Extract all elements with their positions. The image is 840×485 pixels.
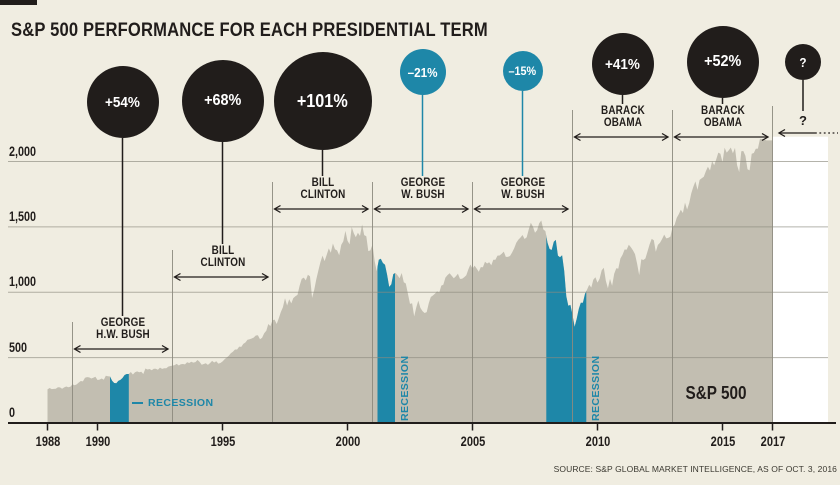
recession-band: [546, 236, 587, 423]
president-term-label: BARACK OBAMA: [700, 105, 745, 129]
x-axis-label: 2017: [760, 433, 785, 449]
x-axis-label: 1995: [210, 433, 235, 449]
president-term-label-line: H.W. BUSH: [95, 328, 150, 341]
president-term-label: BILL CLINTON: [200, 245, 245, 269]
president-term-label: BILL CLINTON: [300, 177, 345, 201]
return-bubble: +101%: [273, 52, 372, 150]
recession-legend-label: RECESSION: [148, 397, 214, 409]
president-term-label: GEORGE W. BUSH: [400, 177, 445, 201]
president-term-label: BARACK OBAMA: [600, 105, 645, 129]
term-span-arrow: [673, 132, 770, 142]
term-span-arrow: [373, 204, 470, 214]
return-value: –21%: [407, 64, 438, 80]
president-term-label-line: GEORGE: [100, 317, 145, 329]
future-term-label: ?: [799, 113, 807, 128]
x-axis-label: 1988: [35, 433, 60, 449]
recession-label-vertical: RECESSION: [398, 355, 411, 421]
return-value: +101%: [297, 90, 348, 111]
president-term-label-line: GEORGE: [400, 177, 445, 189]
president-term-label-line: GEORGE: [500, 177, 545, 189]
sp500-area-series: [47, 138, 773, 423]
president-term-label: GEORGE H.W. BUSH: [95, 317, 150, 341]
president-term-label-line: BARACK: [700, 105, 745, 117]
future-unknown-region: [772, 136, 828, 423]
return-value: +54%: [105, 93, 140, 111]
x-axis-label: 2005: [460, 433, 485, 449]
future-return-bubble: ?: [785, 44, 821, 80]
recession-band: [377, 258, 395, 423]
return-value: +41%: [605, 55, 640, 73]
return-value: –15%: [508, 64, 537, 78]
term-span-arrow: [573, 132, 670, 142]
y-axis-label: 1,500: [9, 208, 37, 224]
president-term-label-line: BARACK: [600, 105, 645, 117]
series-label: S&P 500: [685, 383, 747, 403]
return-bubble: +41%: [591, 33, 654, 95]
corner-accent-bar: [0, 0, 37, 5]
x-axis-label: 1990: [85, 433, 110, 449]
president-term-label-line: BILL: [211, 245, 234, 257]
recession-legend: RECESSION: [132, 397, 213, 409]
y-axis-label: 0: [9, 405, 16, 420]
term-span-arrow: [473, 204, 570, 214]
y-axis-label: 500: [9, 339, 28, 355]
return-bubble: –21%: [399, 49, 446, 95]
president-term-label-line: CLINTON: [200, 256, 245, 269]
term-span-arrow: [273, 204, 370, 214]
term-span-arrow: [73, 344, 170, 354]
president-term-label-line: BILL: [311, 177, 334, 189]
president-term-label-line: OBAMA: [603, 116, 642, 129]
return-value: +68%: [203, 92, 242, 109]
recession-band: [110, 374, 129, 423]
return-value: ?: [799, 54, 807, 70]
return-bubble: +54%: [86, 66, 159, 138]
president-term-label: GEORGE W. BUSH: [500, 177, 545, 201]
president-term-label-line: W. BUSH: [500, 188, 545, 201]
president-term-label-line: W. BUSH: [400, 188, 445, 201]
term-span-arrow: [173, 272, 270, 282]
y-axis-label: 1,000: [9, 274, 37, 290]
recession-label-vertical: RECESSION: [589, 355, 602, 421]
president-term-label-line: CLINTON: [300, 188, 345, 201]
x-axis-label: 2010: [585, 433, 610, 449]
return-bubble: +68%: [181, 60, 264, 142]
x-axis-label: 2000: [335, 433, 360, 449]
source-note: SOURCE: S&P GLOBAL MARKET INTELLIGENCE, …: [553, 464, 837, 474]
return-bubble: –15%: [502, 51, 543, 91]
chart-title: S&P 500 PERFORMANCE FOR EACH PRESIDENTIA…: [11, 19, 488, 41]
return-bubble: +52%: [686, 26, 759, 98]
recession-legend-dash: [132, 402, 143, 404]
future-span-arrow: [777, 128, 838, 138]
x-axis-label: 2015: [710, 433, 735, 449]
president-term-label-line: OBAMA: [703, 116, 742, 129]
return-value: +52%: [703, 53, 742, 70]
y-axis-label: 2,000: [9, 143, 37, 159]
